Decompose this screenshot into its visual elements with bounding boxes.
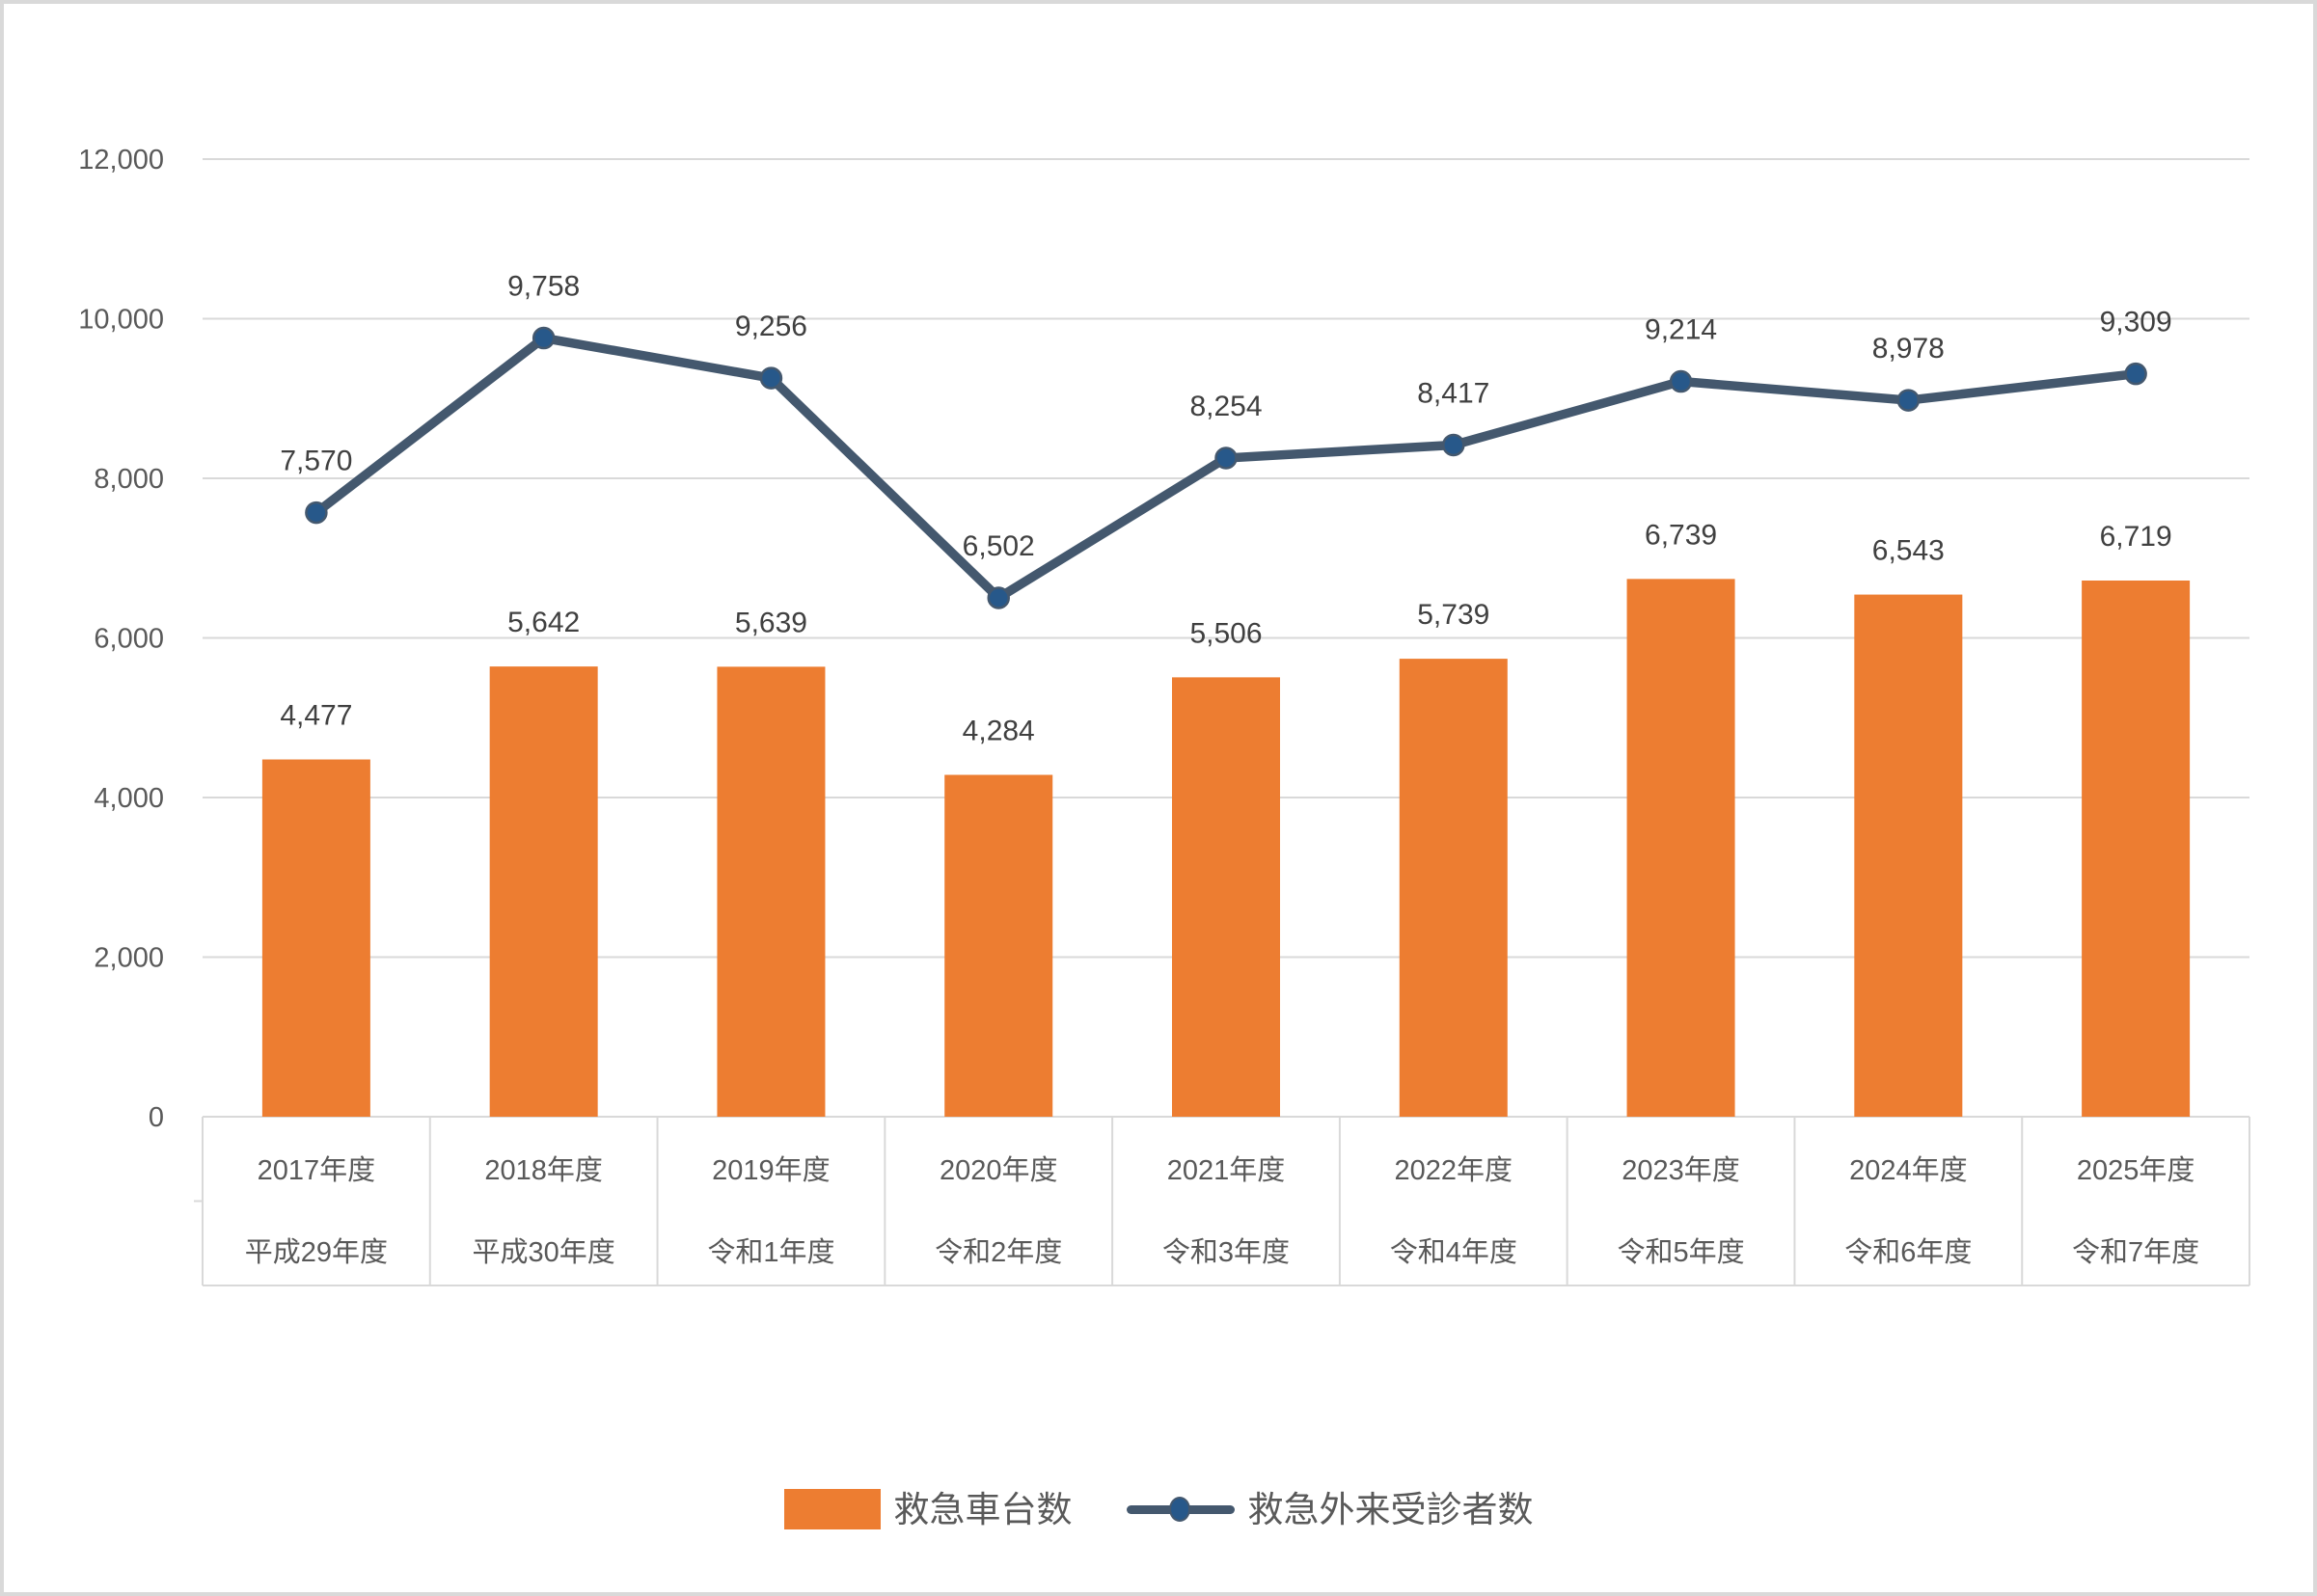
y-tick-label: 2,000 (94, 943, 164, 974)
bar (1399, 659, 1508, 1117)
bar (1172, 677, 1280, 1117)
bar-value-label: 5,639 (735, 607, 807, 638)
category-label-year: 2019年度 (712, 1154, 831, 1186)
line-value-label: 9,309 (2100, 307, 2172, 338)
bar-series-swatch-icon (783, 1489, 881, 1529)
category-label-year: 2021年度 (1167, 1154, 1286, 1186)
line-series-label: 救急外来受診者数 (1247, 1489, 1534, 1529)
line-value-label: 9,214 (1645, 314, 1717, 346)
category-label-year: 2020年度 (940, 1154, 1058, 1186)
line-series-swatch-icon (1126, 1495, 1235, 1524)
category-label-year: 2025年度 (2077, 1154, 2195, 1186)
line-marker (2124, 362, 2147, 386)
line-marker (1896, 389, 1921, 412)
category-label-era: 令和4年度 (1390, 1236, 1517, 1268)
category-label-year: 2022年度 (1395, 1154, 1513, 1186)
bar-value-label: 5,739 (1417, 599, 1489, 631)
legend-item-line-series: 救急外来受診者数 (1126, 1489, 1534, 1529)
y-tick-label: 8,000 (94, 464, 164, 495)
line-value-label: 6,502 (963, 530, 1035, 562)
bar (1854, 594, 1963, 1117)
category-label-era: 令和3年度 (1162, 1236, 1290, 1268)
bar (944, 774, 1053, 1117)
category-label-era: 令和7年度 (2072, 1236, 2199, 1268)
bar (1626, 579, 1735, 1117)
combo-chart-canvas: 0 2,000 4,000 6,000 8,000 10,000 12,000 4,477 5,… (78, 145, 2250, 1286)
bar-value-label: 6,543 (1872, 535, 1945, 567)
category-label-era: 令和2年度 (935, 1236, 1062, 1268)
y-tick-label: 0 (149, 1102, 164, 1133)
line-value-label: 8,417 (1417, 377, 1489, 409)
y-tick-label: 10,000 (78, 305, 164, 336)
bar (717, 666, 826, 1117)
bar-value-label: 4,284 (963, 715, 1035, 746)
line-marker (1669, 369, 1693, 393)
category-label-era: 令和5年度 (1617, 1236, 1744, 1268)
bar-value-label: 5,506 (1189, 617, 1262, 649)
category-label-era: 平成29年度 (245, 1236, 388, 1268)
category-label-year: 2024年度 (1849, 1154, 1968, 1186)
bar-series-label: 救急車台数 (893, 1489, 1073, 1529)
bar (261, 759, 370, 1117)
bar (2082, 581, 2191, 1117)
line-value-label: 8,978 (1872, 333, 1945, 365)
line-marker (305, 500, 328, 525)
bar-value-label: 5,642 (507, 607, 580, 638)
category-label-year: 2023年度 (1622, 1154, 1740, 1186)
legend: 救急車台数 救急外来受診者数 (4, 1489, 2313, 1529)
category-label-era: 令和6年度 (1844, 1236, 1972, 1268)
category-label-era: 令和1年度 (707, 1236, 834, 1268)
y-tick-label: 6,000 (94, 624, 164, 655)
line-value-label: 8,254 (1189, 391, 1262, 422)
y-tick-label: 12,000 (78, 145, 164, 176)
line-marker (987, 586, 1010, 609)
line-marker (1214, 446, 1238, 470)
line-marker (532, 326, 556, 350)
bar (489, 666, 598, 1117)
line-marker (759, 366, 783, 390)
bar-value-label: 6,739 (1645, 519, 1717, 551)
bar-value-label: 4,477 (280, 700, 352, 732)
legend-item-bar-series: 救急車台数 (783, 1489, 1073, 1529)
line-value-label: 7,570 (280, 446, 352, 477)
y-tick-label: 4,000 (94, 783, 164, 814)
category-label-year: 2018年度 (484, 1154, 603, 1186)
line-value-label: 9,256 (735, 311, 807, 342)
line-value-label: 9,758 (507, 271, 580, 303)
line-marker (1442, 433, 1465, 457)
category-label-era: 平成30年度 (473, 1236, 615, 1268)
category-label-year: 2017年度 (258, 1154, 376, 1186)
bar-value-label: 6,719 (2100, 521, 2172, 553)
